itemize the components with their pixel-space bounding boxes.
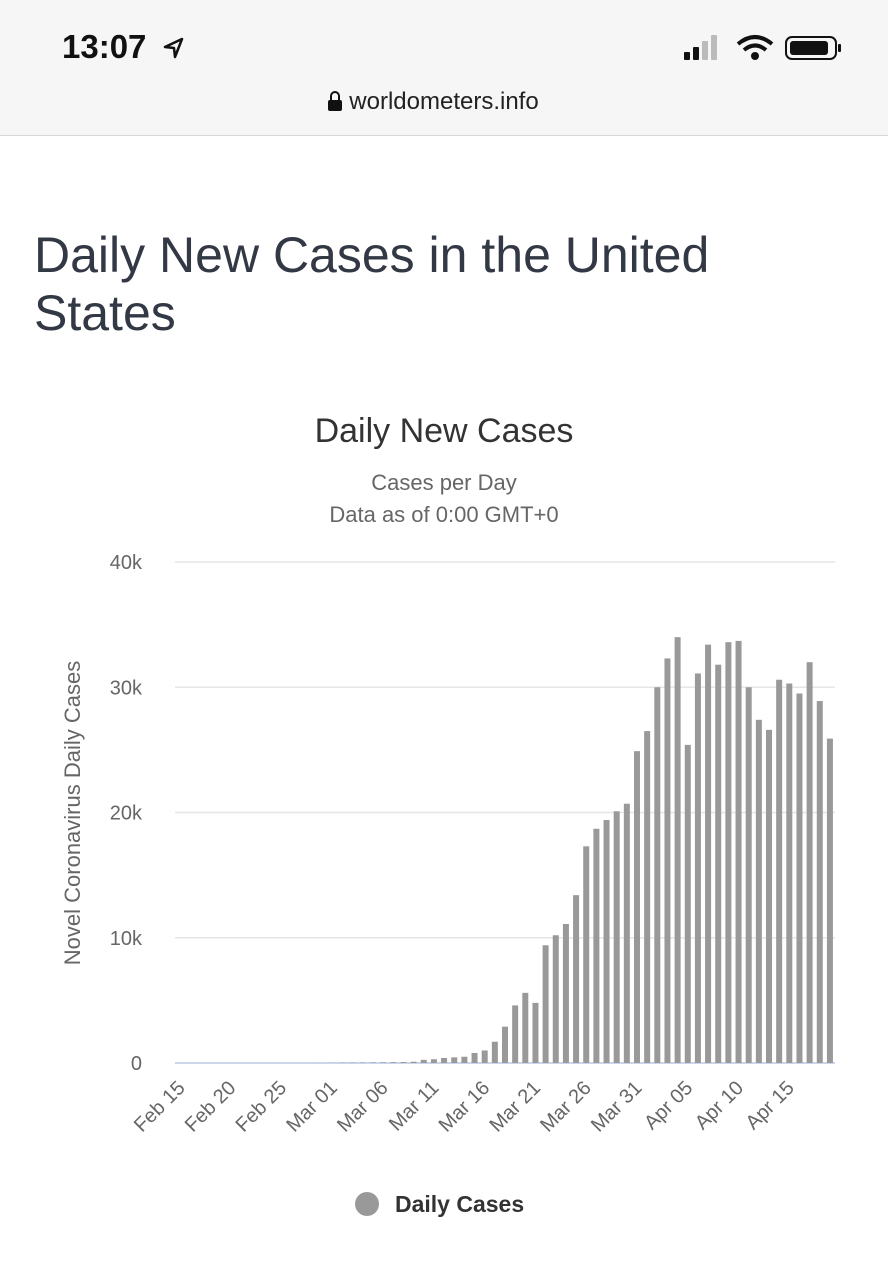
bar <box>380 1062 387 1063</box>
bar <box>573 895 580 1063</box>
x-tick-label: Mar 21 <box>485 1077 545 1137</box>
x-tick-label: Mar 26 <box>536 1077 596 1137</box>
clock: 13:07 <box>62 28 147 65</box>
chart-subtitle: Cases per Day <box>371 470 517 495</box>
bar <box>623 803 630 1063</box>
lock-icon <box>328 91 342 111</box>
bar <box>430 1059 437 1063</box>
bar <box>755 719 762 1063</box>
bar <box>654 687 661 1063</box>
bar <box>420 1059 427 1063</box>
x-tick-label: Feb 20 <box>181 1077 241 1137</box>
chart: Daily New Cases Cases per Day Data as of… <box>60 412 835 1217</box>
bar <box>786 683 793 1063</box>
x-tick-label: Apr 05 <box>640 1077 697 1134</box>
bar <box>745 687 752 1063</box>
bar <box>491 1041 498 1063</box>
bar <box>684 744 691 1063</box>
bar <box>613 811 620 1063</box>
y-tick-label: 20k <box>110 803 143 825</box>
x-tick-label: Apr 15 <box>742 1077 799 1134</box>
y-tick-label: 10k <box>110 928 143 950</box>
legend-marker[interactable] <box>355 1192 379 1216</box>
bar <box>766 729 772 1063</box>
bar <box>522 992 529 1063</box>
bar <box>512 1005 519 1063</box>
bar <box>776 679 783 1063</box>
bar <box>796 693 803 1063</box>
bar <box>451 1057 458 1063</box>
bar <box>634 751 640 1063</box>
bar <box>390 1062 397 1063</box>
x-tick-label: Apr 10 <box>691 1077 748 1134</box>
bar <box>826 738 833 1063</box>
status-icons <box>684 35 841 60</box>
chart-title: Daily New Cases <box>315 412 574 450</box>
x-tick-label: Mar 11 <box>385 1077 444 1136</box>
bar <box>532 1002 539 1063</box>
chart-subtitle: Data as of 0:00 GMT+0 <box>329 502 558 527</box>
y-tick-label: 40k <box>110 552 143 574</box>
bar <box>542 945 549 1063</box>
bar <box>715 664 722 1063</box>
status-bar: 13:07 worldometers.info <box>0 0 888 136</box>
bar <box>644 731 651 1063</box>
y-axis-label: Novel Coronavirus Daily Cases <box>60 661 85 965</box>
y-tick-label: 30k <box>110 677 143 699</box>
bar <box>705 644 712 1063</box>
bar <box>461 1056 468 1063</box>
bar <box>471 1052 478 1063</box>
bar <box>725 642 732 1063</box>
bar <box>806 662 813 1063</box>
x-tick-label: Mar 31 <box>587 1077 647 1137</box>
x-tick-label: Mar 06 <box>333 1077 393 1137</box>
bar <box>674 637 681 1063</box>
bar <box>664 658 671 1063</box>
bar <box>603 820 610 1063</box>
x-tick-label: Feb 15 <box>130 1077 190 1137</box>
bar <box>400 1062 407 1063</box>
bar <box>593 828 600 1063</box>
bar <box>441 1057 448 1063</box>
x-tick-label: Mar 16 <box>435 1077 495 1137</box>
bar <box>735 640 742 1063</box>
bar <box>562 923 569 1063</box>
x-tick-label: Feb 25 <box>232 1077 292 1137</box>
bar <box>583 846 590 1063</box>
location-icon <box>163 37 184 59</box>
bar <box>694 673 701 1063</box>
bar <box>410 1061 417 1063</box>
legend-label[interactable]: Daily Cases <box>395 1191 524 1217</box>
bar <box>502 1026 508 1063</box>
y-tick-label: 0 <box>131 1053 142 1075</box>
url[interactable]: worldometers.info <box>349 88 539 115</box>
heading: Daily New Cases in the United States <box>34 227 710 341</box>
bar <box>370 1062 376 1063</box>
bar <box>481 1050 488 1063</box>
x-tick-label: Mar 01 <box>282 1077 342 1137</box>
bar <box>816 701 823 1063</box>
bar <box>552 935 559 1063</box>
